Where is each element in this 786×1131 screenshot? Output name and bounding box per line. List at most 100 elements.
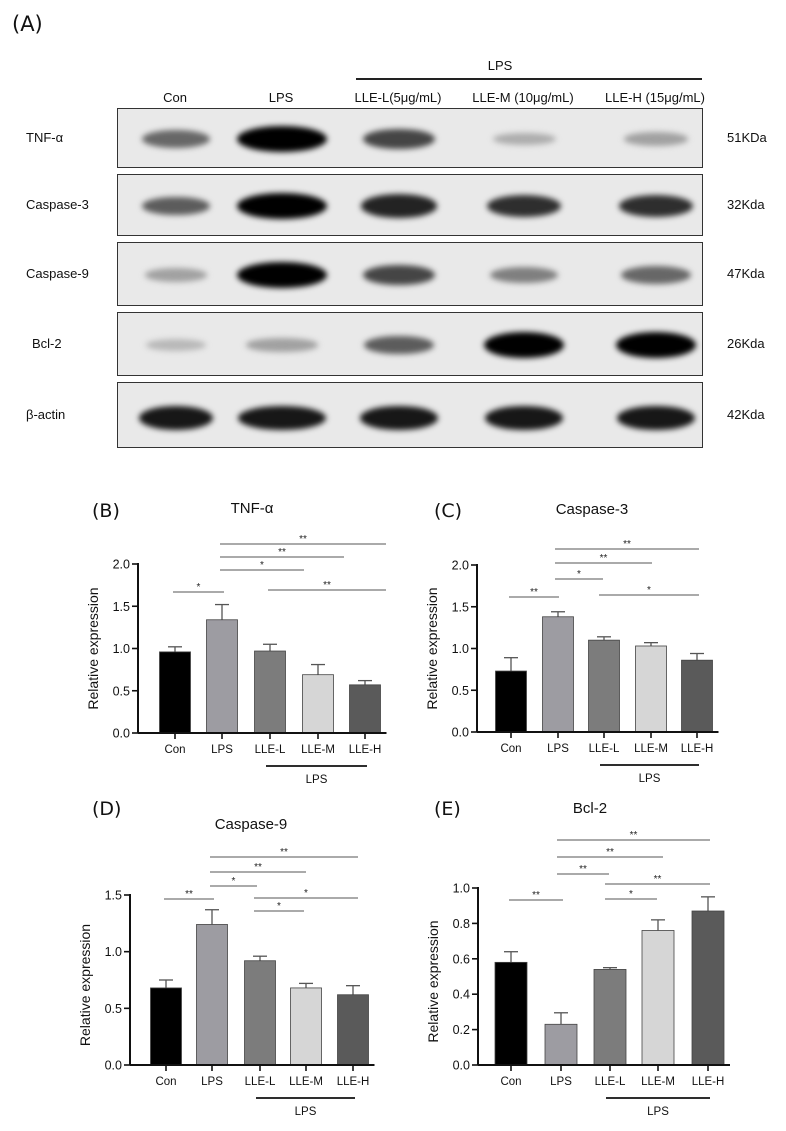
significance-stars: *: [304, 888, 308, 899]
bar-con: [159, 651, 191, 734]
blot-lps-group-line: [356, 78, 702, 80]
x-tick-label: LLE-H: [337, 1076, 370, 1088]
x-tick-label: LPS: [547, 743, 569, 755]
y-tick-label: 1.0: [452, 642, 469, 656]
bar-lle-m: [290, 987, 322, 1066]
y-tick-label: 0.0: [113, 727, 130, 741]
blot-band: [238, 405, 326, 431]
y-axis-label: Relative expression: [85, 587, 101, 709]
blot-band: [484, 332, 564, 358]
significance-stars: **: [254, 862, 262, 873]
bar-lle-h: [681, 659, 713, 733]
x-tick-label: Con: [164, 744, 185, 756]
y-tick-label: 2.0: [113, 558, 130, 572]
y-axis-label: Relative expression: [77, 924, 93, 1046]
bar-con: [495, 670, 527, 733]
x-tick-label: LPS: [211, 744, 233, 756]
significance-stars: **: [579, 864, 587, 875]
chart-c-title: Caspase-3: [555, 501, 629, 518]
blot-strip: [117, 242, 703, 306]
significance-stars: **: [623, 539, 631, 550]
y-tick-label: 1.0: [113, 642, 130, 656]
blot-band: [362, 264, 436, 286]
significance-stars: **: [532, 890, 540, 901]
chart-d-title: Caspase-9: [214, 816, 288, 833]
y-tick-label: 0.0: [453, 1059, 470, 1073]
significance-stars: *: [260, 560, 264, 571]
y-tick-label: 1.5: [113, 600, 130, 614]
significance-stars: *: [647, 585, 651, 596]
lane-label-con: Con: [163, 90, 187, 105]
bar-lle-h: [349, 684, 381, 734]
x-tick-label: Con: [500, 1076, 521, 1088]
blot-band: [363, 335, 435, 355]
x-tick-label: LLE-M: [289, 1076, 323, 1088]
bar-lle-l: [254, 650, 286, 734]
y-tick-label: 0.8: [453, 917, 470, 931]
lps-group-label: LPS: [306, 774, 328, 786]
lane-label-lle-l: LLE-L(5μg/mL): [354, 90, 442, 105]
chart-e-title: Bcl-2: [572, 800, 608, 817]
bar-con: [494, 961, 528, 1066]
x-tick-label: LLE-M: [634, 743, 668, 755]
significance-stars: **: [630, 830, 638, 841]
panel-e-letter: (E): [434, 798, 461, 820]
blot-strip: [117, 108, 703, 168]
blot-band: [623, 132, 689, 146]
blot-band: [618, 194, 694, 218]
significance-stars: **: [280, 847, 288, 858]
significance-stars: **: [600, 553, 608, 564]
bar-con: [150, 987, 182, 1066]
y-tick-label: 0.2: [453, 1023, 470, 1037]
blot-band: [616, 332, 696, 358]
blot-band: [490, 266, 558, 284]
blot-band: [360, 405, 438, 431]
y-tick-label: 0.5: [105, 1002, 122, 1016]
x-tick-label: Con: [500, 743, 521, 755]
blot-band: [361, 194, 437, 218]
blot-molecular-weight: 26Kda: [727, 336, 765, 351]
blot-row-label: Caspase-3: [26, 197, 89, 212]
significance-stars: *: [277, 901, 281, 912]
blot-band: [362, 128, 436, 150]
blot-band: [492, 132, 556, 146]
blot-band: [245, 338, 319, 352]
y-tick-label: 1.5: [452, 600, 469, 614]
lane-label-lle-h: LLE-H (15μg/mL): [605, 90, 705, 105]
blot-strip: [117, 312, 703, 376]
y-tick-label: 0.4: [453, 988, 470, 1002]
blot-band: [144, 268, 208, 282]
significance-stars: **: [185, 889, 193, 900]
x-tick-label: Con: [155, 1076, 176, 1088]
blot-band: [236, 262, 328, 288]
bar-lps: [196, 924, 228, 1066]
x-tick-label: LLE-L: [589, 743, 620, 755]
blot-strip: [117, 174, 703, 236]
y-tick-label: 0.6: [453, 952, 470, 966]
x-tick-label: LPS: [550, 1076, 572, 1088]
lps-group-label: LPS: [647, 1106, 669, 1118]
bar-lle-l: [588, 639, 620, 733]
x-tick-label: LLE-H: [692, 1076, 725, 1088]
bar-lps: [544, 1023, 578, 1066]
blot-band: [138, 405, 214, 431]
blot-molecular-weight: 47Kda: [727, 266, 765, 281]
lps-group-label: LPS: [295, 1106, 317, 1118]
panel-c-letter: (C): [434, 500, 463, 522]
bar-lps: [542, 616, 574, 733]
y-axis-label: Relative expression: [424, 587, 440, 709]
panel-b-letter: (B): [92, 500, 120, 522]
panel-a-letter: (A): [12, 12, 43, 36]
lane-label-lle-m: LLE-M (10μg/mL): [472, 90, 574, 105]
blot-band: [142, 130, 210, 148]
y-tick-label: 0.0: [452, 726, 469, 740]
significance-stars: **: [323, 580, 331, 591]
chart-b-title: TNF-α: [230, 500, 274, 517]
x-tick-label: LLE-L: [595, 1076, 626, 1088]
x-tick-label: LLE-M: [301, 744, 335, 756]
x-tick-label: LPS: [201, 1076, 223, 1088]
significance-stars: **: [654, 874, 662, 885]
